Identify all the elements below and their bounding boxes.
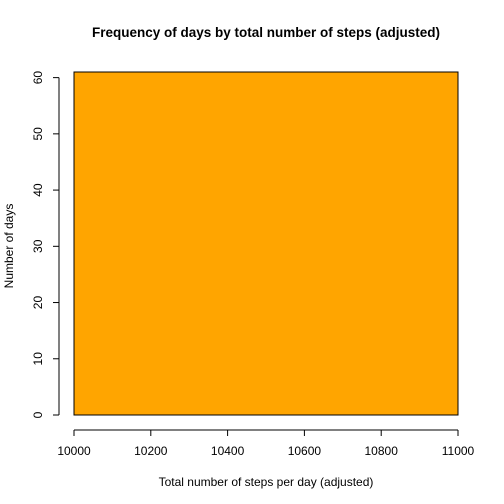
- y-tick-label-0: 0: [31, 411, 45, 418]
- y-tick-label-60: 60: [31, 71, 45, 85]
- y-tick-label-10: 10: [31, 352, 45, 366]
- x-tick-label-10400: 10400: [211, 444, 245, 458]
- bars-layer: [73, 71, 459, 416]
- x-tick-label-10000: 10000: [57, 444, 91, 458]
- histogram-bar-0: [73, 71, 459, 416]
- chart-title: Frequency of days by total number of ste…: [92, 25, 440, 40]
- y-tick-label-20: 20: [31, 296, 45, 310]
- x-axis-label: Total number of steps per day (adjusted): [159, 475, 374, 489]
- x-tick-label-11000: 11000: [442, 444, 475, 458]
- y-tick-label-30: 30: [31, 239, 45, 253]
- x-tick-label-10200: 10200: [134, 444, 168, 458]
- y-tick-label-50: 50: [31, 127, 45, 141]
- x-tick-label-10800: 10800: [365, 444, 399, 458]
- y-axis-label: Number of days: [2, 204, 16, 289]
- y-tick-label-40: 40: [31, 183, 45, 197]
- x-tick-label-10600: 10600: [288, 444, 322, 458]
- x-axis: 10000 10200 10400 10600 10800 11000: [57, 429, 475, 458]
- y-axis: 0 10 20 30 40 50 60: [31, 71, 60, 418]
